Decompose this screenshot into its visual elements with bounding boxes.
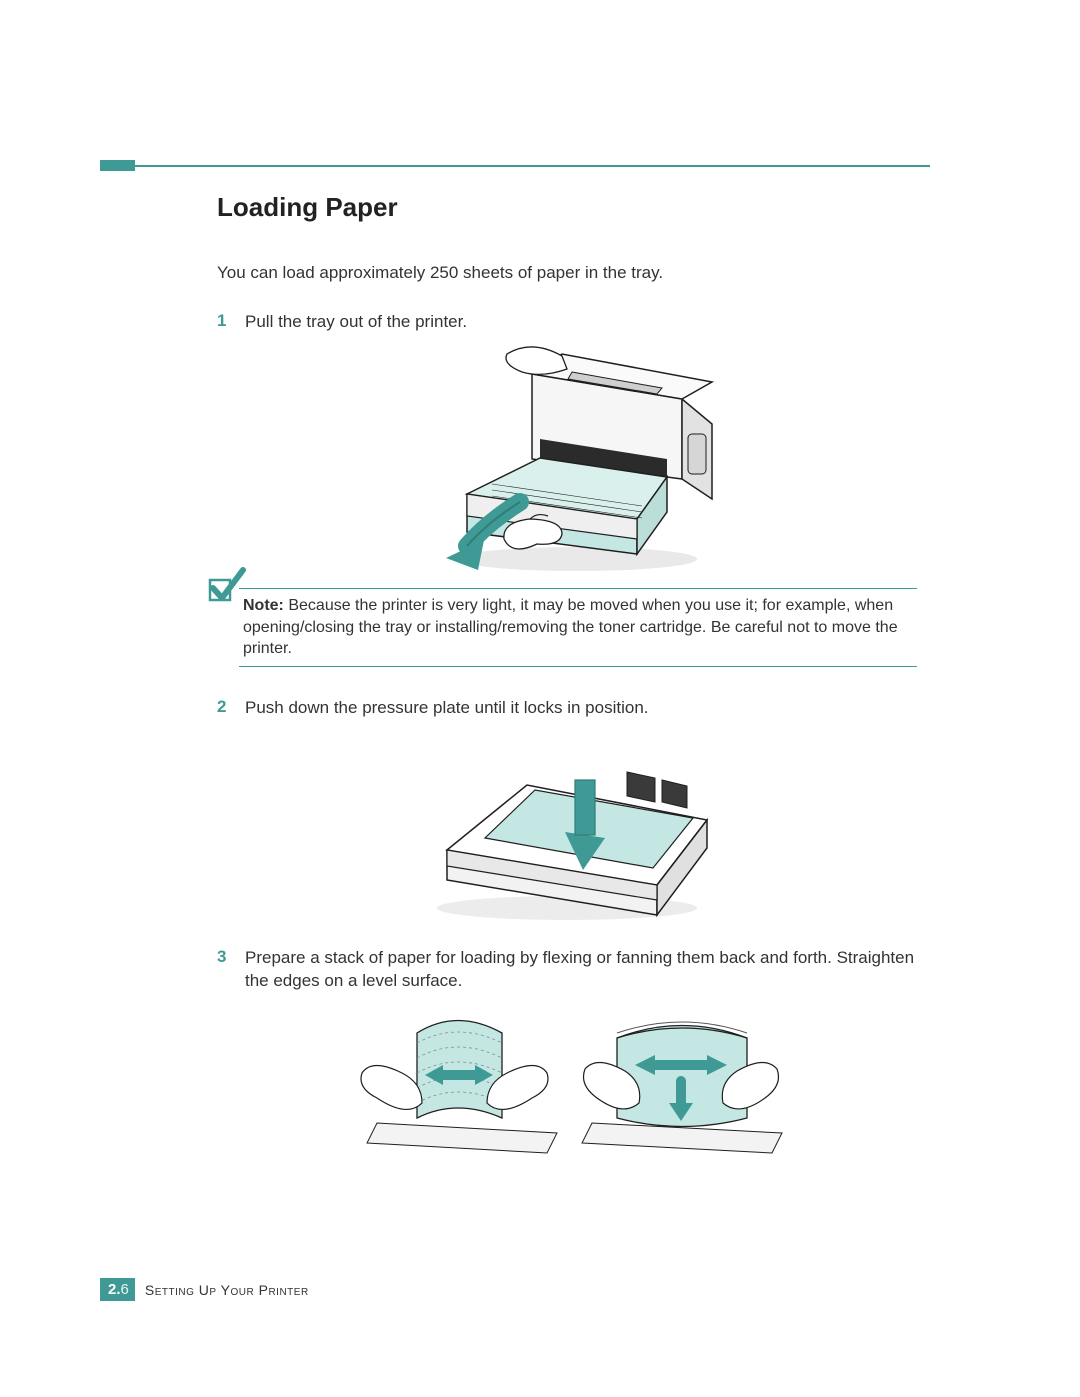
page-chapter: 2.	[108, 1281, 121, 1298]
footer-section-label: Setting Up Your Printer	[145, 1282, 309, 1298]
note-label: Note:	[243, 597, 284, 614]
printer-pull-tray-illustration	[412, 344, 722, 574]
step-1: 1 Pull the tray out of the printer.	[217, 311, 917, 334]
page-number-badge: 2.6	[100, 1278, 135, 1301]
step-text: Pull the tray out of the printer.	[245, 311, 467, 334]
step-number: 1	[217, 311, 245, 331]
note-text: Because the printer is very light, it ma…	[243, 597, 898, 657]
page-footer: 2.6 Setting Up Your Printer	[100, 1278, 309, 1301]
flex-fan-paper-illustration	[347, 1003, 787, 1163]
step-number: 3	[217, 947, 245, 967]
page-number: 6	[121, 1281, 129, 1298]
tray-pressure-plate-illustration	[407, 730, 727, 925]
step-3: 3 Prepare a stack of paper for loading b…	[217, 947, 917, 993]
checkmark-icon	[207, 566, 247, 606]
content-column: Loading Paper You can load approximately…	[217, 192, 917, 1177]
page: Loading Paper You can load approximately…	[0, 0, 1080, 1397]
note-block: Note: Because the printer is very light,…	[217, 588, 917, 667]
note-box: Note: Because the printer is very light,…	[239, 588, 917, 667]
figure-2	[217, 730, 917, 925]
figure-3	[217, 1003, 917, 1163]
header-rule	[100, 165, 930, 167]
step-number: 2	[217, 697, 245, 717]
intro-text: You can load approximately 250 sheets of…	[217, 263, 917, 283]
step-text: Prepare a stack of paper for loading by …	[245, 947, 917, 993]
step-2: 2 Push down the pressure plate until it …	[217, 697, 917, 720]
figure-1	[217, 344, 917, 574]
step-text: Push down the pressure plate until it lo…	[245, 697, 649, 720]
page-heading: Loading Paper	[217, 192, 917, 223]
